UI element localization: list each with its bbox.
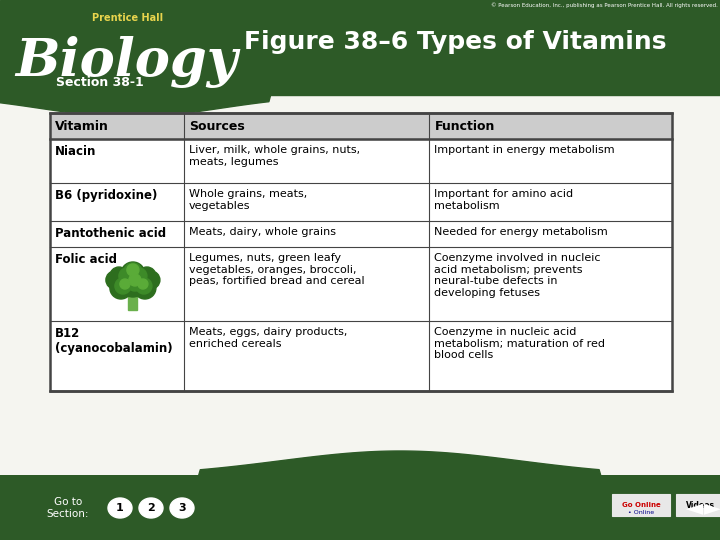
Text: Section 38-1: Section 38-1 <box>56 76 144 89</box>
Circle shape <box>126 273 144 291</box>
Circle shape <box>124 263 142 281</box>
Text: © Pearson Education, Inc., publishing as Pearson Prentice Hall. All rights reser: © Pearson Education, Inc., publishing as… <box>491 2 718 8</box>
Text: 3: 3 <box>178 503 186 513</box>
Text: Videos: Videos <box>685 501 714 510</box>
Circle shape <box>115 268 135 288</box>
Text: Vitamin: Vitamin <box>55 119 109 132</box>
Text: Pantothenic acid: Pantothenic acid <box>55 227 166 240</box>
Text: ◄: ◄ <box>686 498 703 518</box>
Circle shape <box>138 279 148 289</box>
Text: Whole grains, meats,
vegetables: Whole grains, meats, vegetables <box>189 189 307 211</box>
Text: Go Online: Go Online <box>621 502 660 508</box>
Circle shape <box>127 264 139 276</box>
Text: Meats, dairy, whole grains: Meats, dairy, whole grains <box>189 227 336 237</box>
Bar <box>676 494 720 516</box>
Text: Niacin: Niacin <box>55 145 96 158</box>
Bar <box>0 0 720 95</box>
Text: Function: Function <box>434 119 495 132</box>
Circle shape <box>138 267 156 285</box>
Circle shape <box>120 279 130 289</box>
Text: Figure 38–6 Types of Vitamins: Figure 38–6 Types of Vitamins <box>244 30 666 54</box>
Text: Important for amino acid
metabolism: Important for amino acid metabolism <box>434 189 574 211</box>
Ellipse shape <box>170 498 194 518</box>
Circle shape <box>120 271 146 297</box>
Text: 2: 2 <box>147 503 155 513</box>
Circle shape <box>106 271 124 289</box>
Circle shape <box>115 278 131 294</box>
Text: • Online: • Online <box>628 510 654 515</box>
Text: Needed for energy metabolism: Needed for energy metabolism <box>434 227 608 237</box>
Bar <box>0 95 720 476</box>
Ellipse shape <box>139 498 163 518</box>
Text: Coenzyme involved in nucleic
acid metabolism; prevents
neural-tube defects in
de: Coenzyme involved in nucleic acid metabo… <box>434 253 601 298</box>
Bar <box>50 113 672 391</box>
Text: Liver, milk, whole grains, nuts,
meats, legumes: Liver, milk, whole grains, nuts, meats, … <box>189 145 360 167</box>
Circle shape <box>110 277 132 299</box>
Circle shape <box>136 278 152 294</box>
Text: ►: ► <box>703 498 720 518</box>
Bar <box>128 288 138 310</box>
Bar <box>0 476 720 540</box>
Text: Important in energy metabolism: Important in energy metabolism <box>434 145 615 155</box>
Circle shape <box>119 268 135 284</box>
Ellipse shape <box>108 498 132 518</box>
Circle shape <box>131 268 147 284</box>
Text: Go to
Section:: Go to Section: <box>47 497 89 519</box>
Circle shape <box>129 274 141 286</box>
Text: Biology: Biology <box>15 36 238 88</box>
Text: Coenzyme in nucleic acid
metabolism; maturation of red
blood cells: Coenzyme in nucleic acid metabolism; mat… <box>434 327 606 360</box>
Circle shape <box>110 267 128 285</box>
Circle shape <box>121 262 145 286</box>
Text: Legumes, nuts, green leafy
vegetables, oranges, broccoli,
peas, fortified bread : Legumes, nuts, green leafy vegetables, o… <box>189 253 364 286</box>
Circle shape <box>131 268 151 288</box>
Text: B6 (pyridoxine): B6 (pyridoxine) <box>55 189 158 202</box>
Bar <box>50 113 672 391</box>
Text: Sources: Sources <box>189 119 245 132</box>
Circle shape <box>134 277 156 299</box>
Text: Prentice Hall: Prentice Hall <box>92 13 163 23</box>
Bar <box>612 494 670 516</box>
Bar <box>50 113 672 139</box>
Circle shape <box>142 271 160 289</box>
Text: 1: 1 <box>116 503 124 513</box>
Text: Meats, eggs, dairy products,
enriched cereals: Meats, eggs, dairy products, enriched ce… <box>189 327 347 349</box>
Text: Folic acid: Folic acid <box>55 253 117 266</box>
Text: B12
(cyanocobalamin): B12 (cyanocobalamin) <box>55 327 173 355</box>
